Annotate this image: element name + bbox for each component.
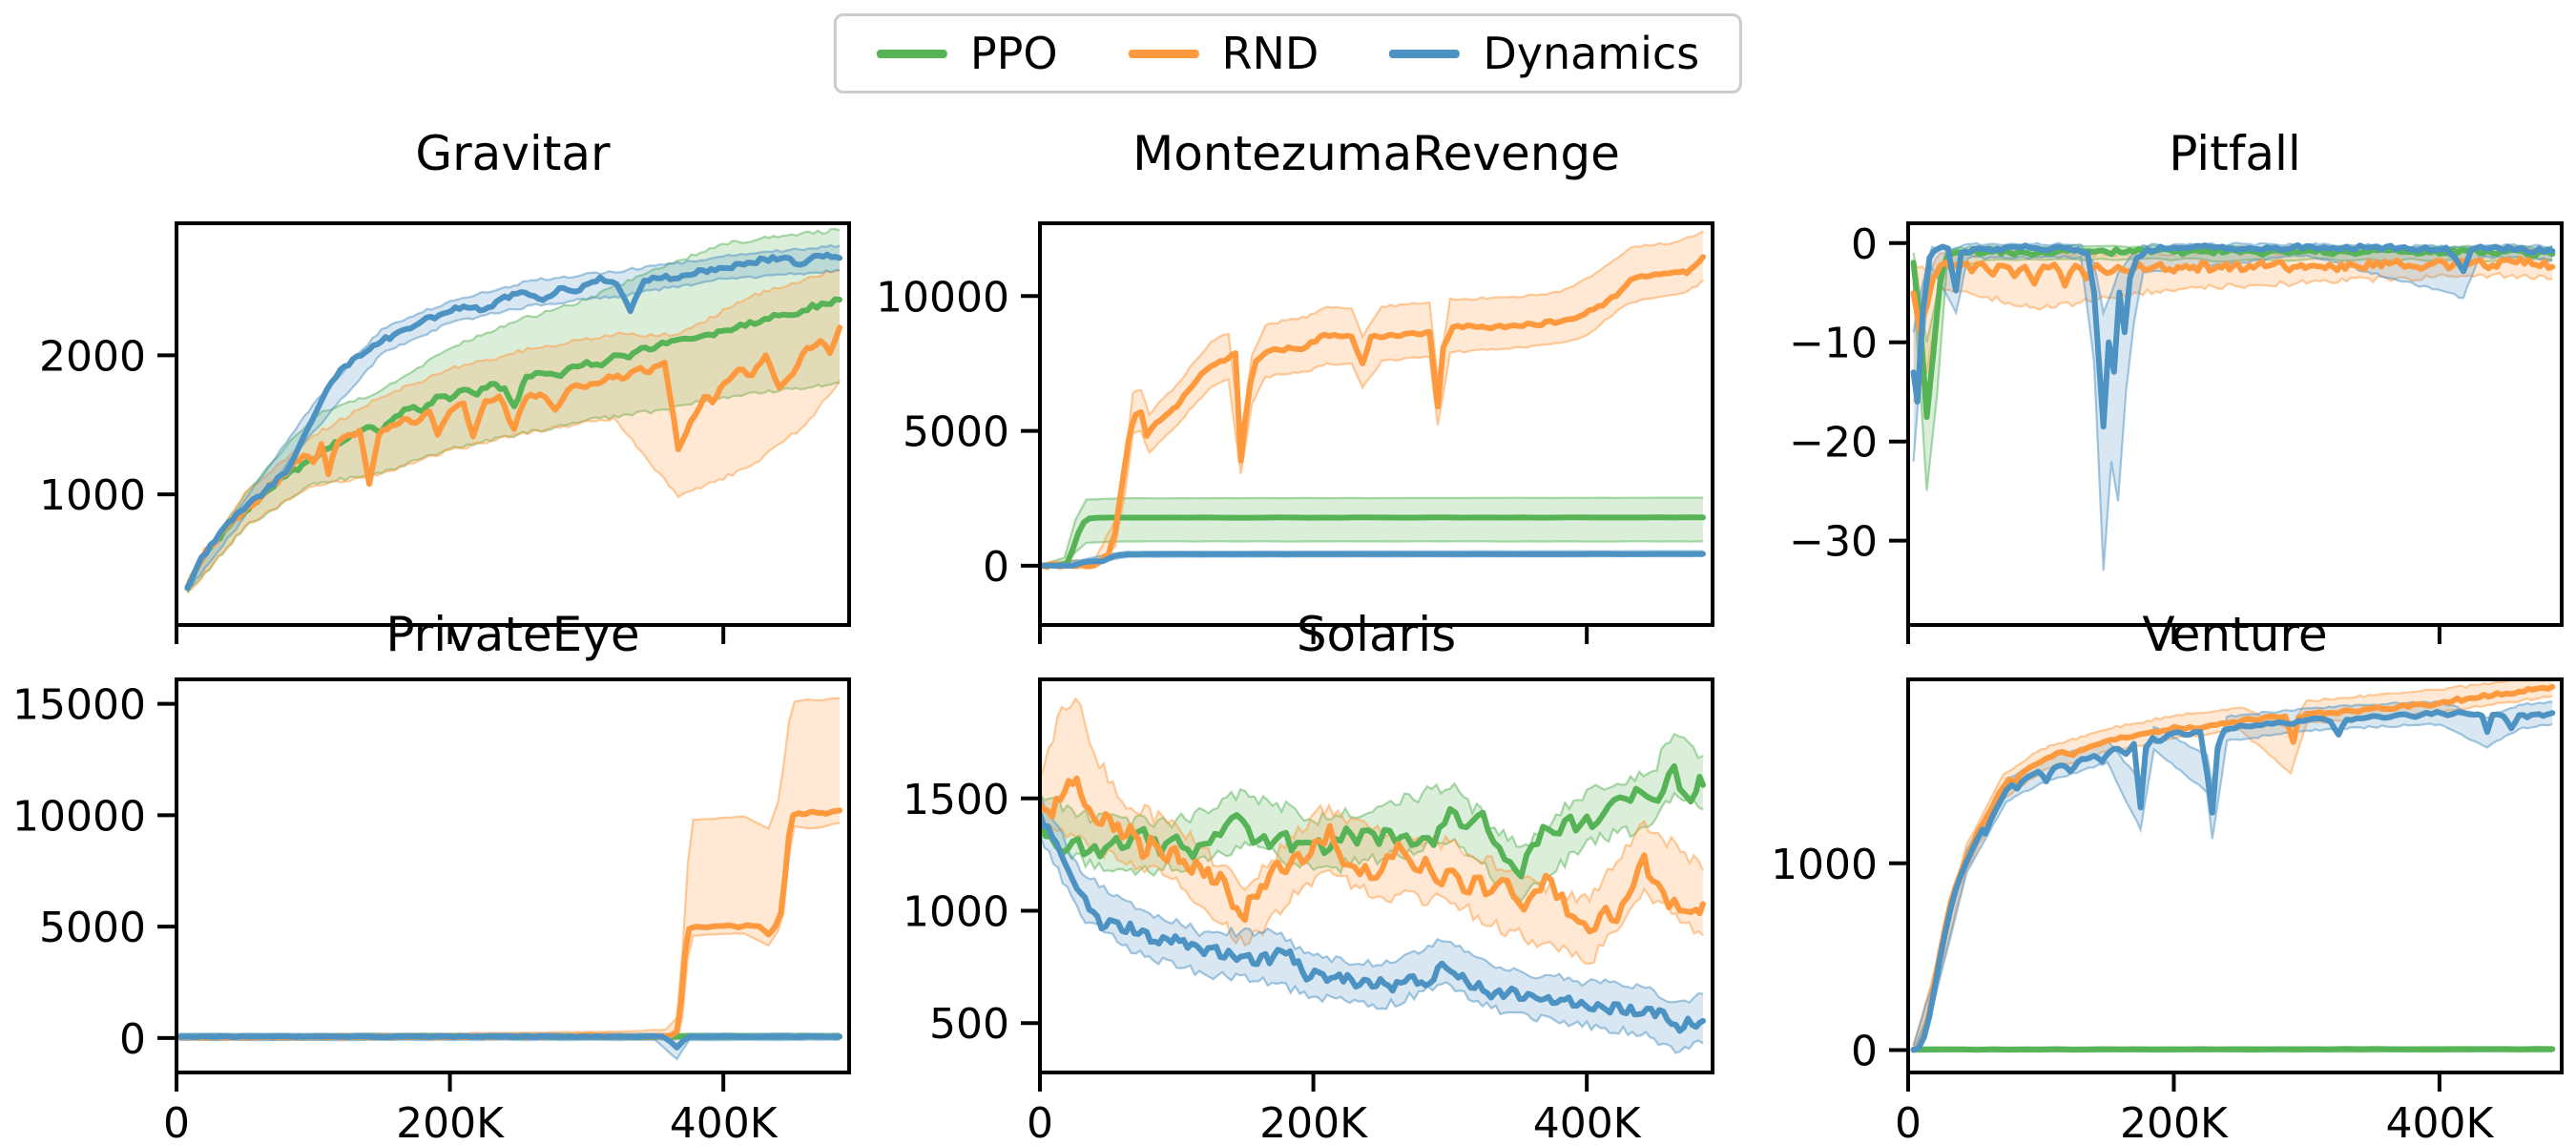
svg-text:200K: 200K [2120, 1099, 2229, 1145]
svg-text:10000: 10000 [12, 792, 146, 841]
svg-text:0: 0 [983, 543, 1009, 592]
subplot-gravitar: Gravitar 1000 2000 [24, 128, 863, 658]
series-line-rnd [1040, 254, 1706, 571]
chart-title-solaris: Solaris [1296, 607, 1457, 662]
series-line-rnd [1040, 775, 1706, 935]
legend-label-ppo: PPO [969, 28, 1058, 79]
chart-canvas-venture: 0 1000 0 200K 400K [1771, 677, 2564, 1145]
band-ppo [1040, 732, 1704, 903]
series-line-rnd [1910, 683, 2556, 1053]
chart-title-privateeye: PrivateEye [385, 607, 640, 662]
ppo-line-swatch [876, 49, 947, 58]
series-line-dynamics [184, 251, 842, 591]
chart-title-pitfall: Pitfall [2169, 126, 2301, 181]
legend-item-rnd: RND [1128, 28, 1319, 79]
svg-text:500: 500 [929, 1000, 1009, 1049]
band-rnd [1042, 230, 1704, 571]
subplot-pitfall: Pitfall 0 −10 −20 −30 [1755, 128, 2576, 658]
svg-text:400K: 400K [2385, 1099, 2494, 1145]
svg-text:0: 0 [1895, 1099, 1922, 1145]
series-line-dynamics [1040, 811, 1706, 1034]
series-line-ppo [184, 296, 842, 592]
svg-text:400K: 400K [670, 1099, 779, 1145]
band-dynamics [1040, 793, 1704, 1055]
svg-text:−20: −20 [1789, 419, 1878, 468]
subplot-venture: Venture 0 1000 0 200K 400K [1755, 609, 2576, 1145]
svg-text:5000: 5000 [903, 408, 1009, 457]
svg-text:1500: 1500 [903, 776, 1009, 824]
legend-item-ppo: PPO [876, 28, 1058, 79]
series-line-dynamics [177, 1033, 842, 1051]
svg-text:1000: 1000 [1771, 841, 1878, 889]
chart-canvas-pitfall: 0 −10 −20 −30 [1789, 220, 2564, 644]
chart-title-gravitar: Gravitar [415, 126, 611, 181]
svg-text:0: 0 [1851, 220, 1878, 269]
svg-text:15000: 15000 [12, 681, 146, 730]
legend: PPO RND Dynamics [833, 13, 1743, 94]
series-line-ppo [1040, 514, 1706, 569]
chart-canvas-solaris: 500 1000 1500 0 200K 400K [903, 677, 1714, 1145]
series-line-rnd [1910, 255, 2556, 335]
subplot-montezumarevenge: MontezumaRevenge 0 5000 10000 [876, 128, 1727, 658]
svg-text:10000: 10000 [876, 273, 1009, 322]
chart-canvas-privateeye: 0 5000 10000 15000 0 200K 400K [12, 677, 851, 1145]
rnd-line-swatch [1128, 49, 1199, 58]
svg-text:200K: 200K [396, 1099, 505, 1145]
subplot-solaris: Solaris 500 1000 1500 0 200K 400K [887, 609, 1727, 1145]
svg-text:1000: 1000 [39, 471, 146, 520]
svg-text:400K: 400K [1533, 1099, 1642, 1145]
series-line-dynamics [1040, 551, 1706, 569]
svg-text:0: 0 [1027, 1099, 1053, 1145]
subplot-privateeye: PrivateEye 0 5000 10000 15000 0 200K 400K [12, 609, 863, 1145]
svg-text:2000: 2000 [39, 332, 146, 381]
svg-text:−10: −10 [1789, 320, 1878, 368]
legend-label-rnd: RND [1221, 28, 1319, 79]
series-line-dynamics [1910, 241, 2556, 430]
svg-text:0: 0 [1851, 1028, 1878, 1076]
chart-title-venture: Venture [2142, 607, 2328, 662]
svg-text:0: 0 [163, 1099, 190, 1145]
dynamics-line-swatch [1389, 49, 1461, 58]
chart-canvas-gravitar: 1000 2000 [39, 221, 851, 644]
series-line-ppo [1910, 1046, 2556, 1053]
svg-text:5000: 5000 [39, 904, 146, 952]
series-line-dynamics [1910, 709, 2556, 1053]
band-dynamics [1912, 699, 2553, 1053]
chart-canvas-montezumarevenge: 0 5000 10000 [876, 221, 1714, 644]
svg-text:0: 0 [119, 1015, 146, 1064]
svg-text:200K: 200K [1259, 1099, 1368, 1145]
legend-label-dynamics: Dynamics [1483, 28, 1700, 79]
chart-title-montezumarevenge: MontezumaRevenge [1132, 126, 1620, 181]
legend-item-dynamics: Dynamics [1389, 28, 1699, 79]
svg-text:1000: 1000 [903, 887, 1009, 936]
band-rnd [178, 697, 841, 1041]
svg-text:−30: −30 [1789, 518, 1878, 567]
